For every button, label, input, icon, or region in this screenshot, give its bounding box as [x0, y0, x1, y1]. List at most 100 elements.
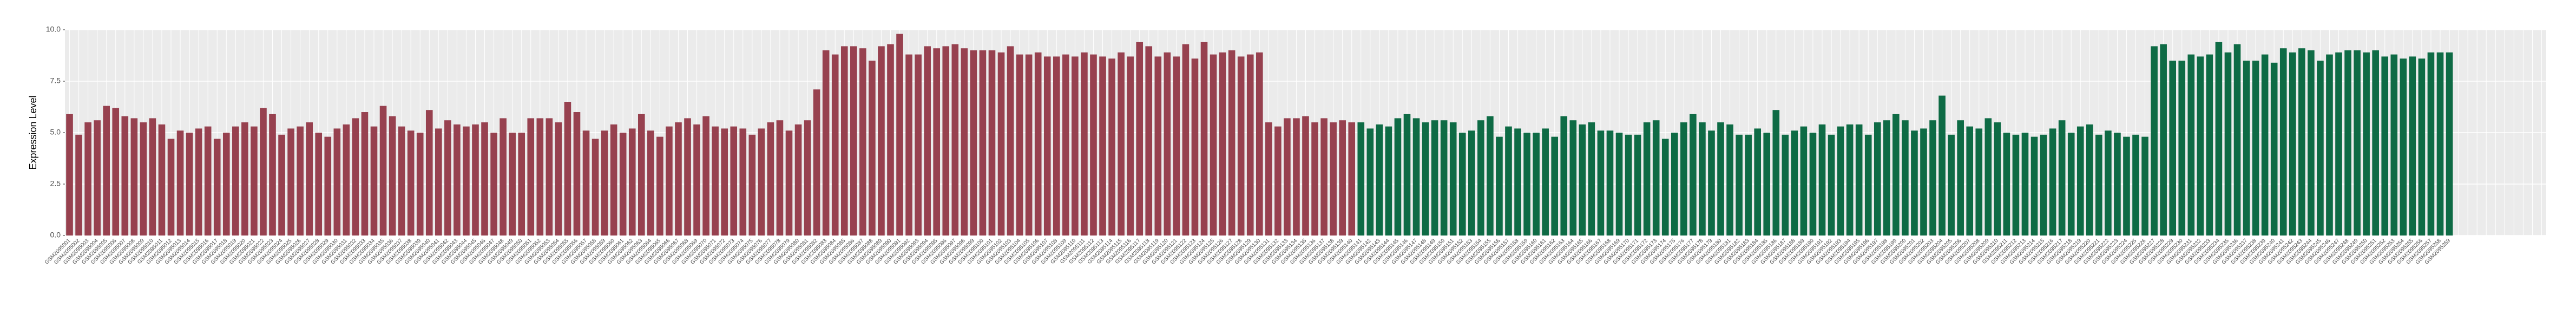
bar: [518, 133, 525, 236]
bar: [1357, 122, 1365, 236]
bar: [988, 50, 996, 236]
bar: [2003, 133, 2010, 236]
bar: [1412, 118, 1420, 236]
bar: [804, 120, 811, 236]
bar: [2289, 52, 2296, 236]
bar: [1855, 124, 1863, 236]
bar: [1210, 54, 1217, 236]
bar: [1487, 116, 1494, 236]
bar: [361, 112, 369, 236]
bar: [1929, 120, 1936, 236]
y-tick-label: 10.0: [46, 25, 61, 34]
bar: [2335, 52, 2342, 236]
bar: [306, 122, 313, 236]
bar: [1984, 118, 1992, 236]
bar: [1468, 130, 1475, 236]
bar: [1643, 122, 1651, 236]
y-tick-label: 7.5: [50, 76, 61, 85]
bar: [2363, 52, 2370, 236]
bar: [2049, 128, 2056, 236]
bar: [1366, 128, 1374, 236]
bar: [297, 126, 304, 236]
bar: [730, 126, 738, 236]
bar: [1164, 52, 1171, 236]
bar: [1763, 133, 1771, 236]
bar: [2436, 52, 2444, 236]
bar: [2021, 133, 2029, 236]
bar: [1182, 44, 1190, 236]
bar: [2132, 134, 2139, 236]
bar: [94, 120, 101, 236]
y-tick-label: 2.5: [50, 179, 61, 188]
bar: [924, 46, 931, 236]
bar: [1136, 42, 1144, 236]
bar: [352, 118, 359, 236]
bar: [1496, 136, 1503, 236]
bar: [463, 126, 470, 236]
bar: [2390, 54, 2398, 236]
bar: [1284, 118, 1291, 236]
bar: [1588, 122, 1595, 236]
bar: [1606, 130, 1614, 236]
bar: [2270, 62, 2278, 236]
bar: [831, 54, 839, 236]
bar: [333, 128, 341, 236]
bar: [490, 133, 497, 236]
bar: [222, 133, 230, 236]
bar: [2141, 136, 2148, 236]
bar: [1533, 133, 1540, 236]
bar: [103, 106, 110, 236]
bar: [2040, 134, 2047, 236]
bar: [389, 116, 396, 236]
bar: [915, 54, 922, 236]
bar: [1293, 118, 1300, 236]
bar: [1118, 52, 1125, 236]
y-tick-label: 0.0: [50, 231, 61, 239]
bar: [2030, 136, 2038, 236]
bar: [813, 89, 820, 236]
bar: [961, 48, 968, 236]
bar: [1265, 122, 1272, 236]
bar: [66, 114, 73, 236]
bar: [167, 139, 175, 236]
bar: [721, 128, 728, 236]
y-tick-label: 5.0: [50, 128, 61, 136]
bar: [905, 54, 912, 236]
bar: [1874, 122, 1881, 236]
bar: [1837, 126, 1844, 236]
bar: [878, 46, 885, 236]
bar: [2067, 133, 2075, 236]
bar: [2169, 61, 2176, 236]
bar: [416, 133, 424, 236]
bar: [1154, 56, 1162, 236]
bar: [1191, 58, 1199, 236]
bar: [121, 116, 129, 236]
bar: [1579, 124, 1586, 236]
bar: [2086, 124, 2093, 236]
bar: [251, 126, 258, 236]
bar: [1237, 56, 1245, 236]
bar: [1948, 134, 1955, 236]
bar: [1108, 58, 1115, 236]
bar: [573, 112, 581, 236]
bar: [582, 130, 590, 236]
bar: [794, 124, 802, 236]
bar: [739, 128, 747, 236]
bar: [2233, 44, 2241, 236]
bar: [1514, 128, 1521, 236]
bar: [2308, 50, 2315, 236]
bar: [2400, 58, 2407, 236]
bar: [1680, 122, 1687, 236]
bar: [822, 50, 830, 236]
bar: [1551, 136, 1559, 236]
bar: [1127, 56, 1134, 236]
bar: [1431, 120, 1438, 236]
bar: [2123, 136, 2130, 236]
bar: [619, 133, 627, 236]
bar: [2372, 50, 2379, 236]
bar: [1920, 128, 1927, 236]
bar: [2252, 61, 2259, 236]
bar: [204, 126, 212, 236]
bar: [2446, 52, 2453, 236]
